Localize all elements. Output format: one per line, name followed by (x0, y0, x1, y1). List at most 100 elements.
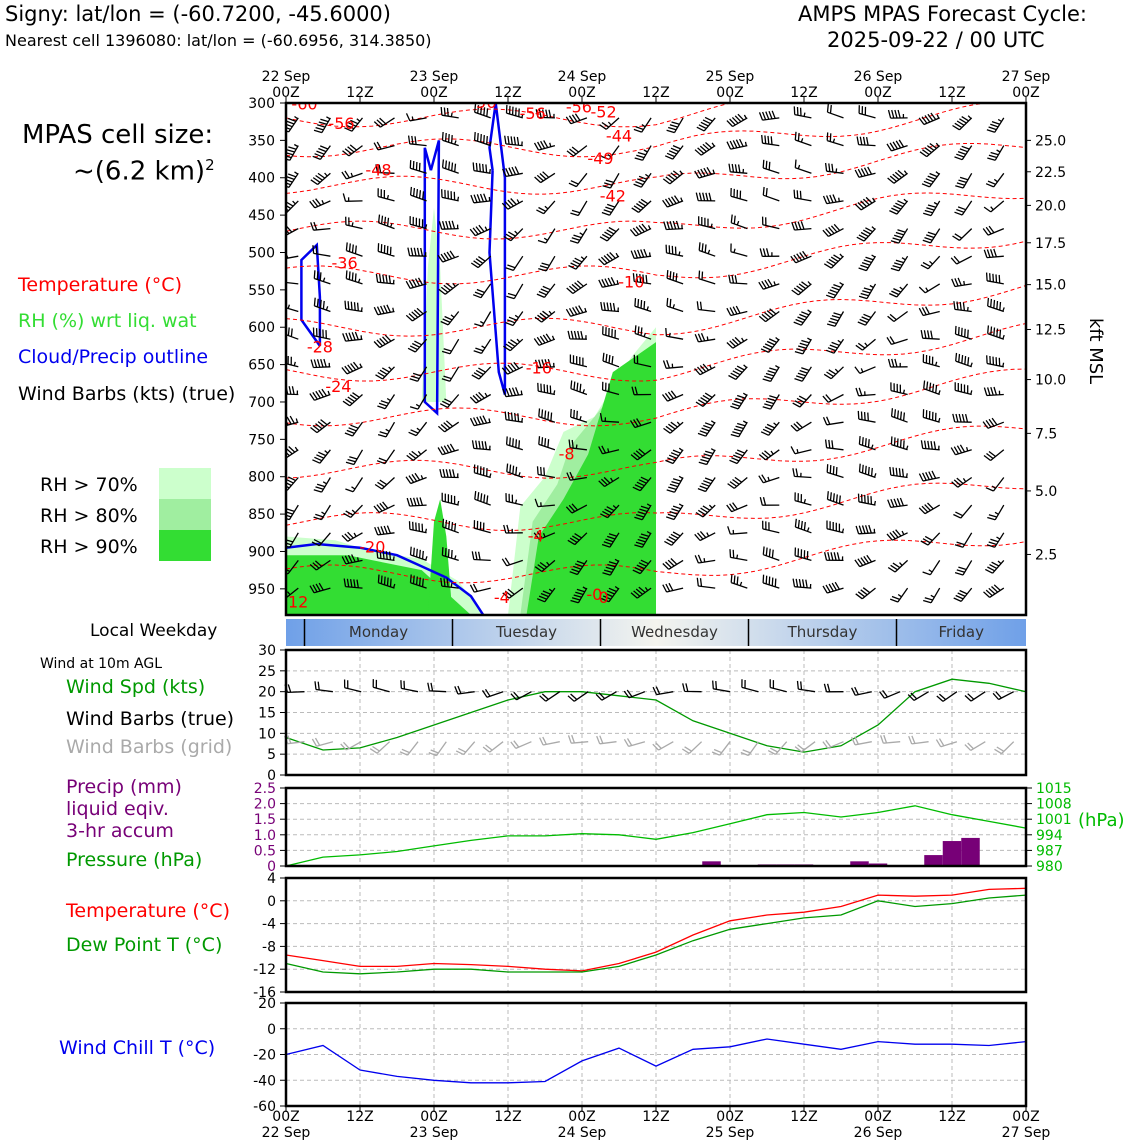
kft-label: 17.5 (1035, 236, 1066, 252)
legend-rh80-swatch (159, 499, 211, 530)
cycle-title: AMPS MPAS Forecast Cycle: (798, 2, 1087, 26)
wind-barb (567, 734, 589, 744)
temp-label: -0 (586, 585, 602, 604)
wind-barb (662, 195, 684, 208)
wind-barb (694, 142, 716, 156)
pressure-label: 850 (248, 507, 275, 523)
wind-barb (794, 131, 812, 147)
temp-contour (286, 103, 991, 158)
wind-barb (824, 162, 844, 174)
wind-barb (662, 359, 684, 369)
y-label: 10 (258, 726, 276, 742)
wind-barb (569, 354, 588, 368)
temp-label: -20 (359, 538, 385, 557)
wind-barb (918, 306, 940, 317)
y-label: 20 (258, 996, 276, 1012)
wind-barb (409, 160, 427, 174)
wind-barb (440, 577, 459, 589)
wind-barb (761, 134, 780, 147)
time-label: 12Z (642, 85, 669, 101)
wind-barb (407, 135, 427, 147)
temp-label: -49 (587, 149, 613, 168)
wind-barb (598, 445, 620, 455)
pressure-label: 750 (248, 432, 275, 448)
wind-barb (986, 117, 1005, 133)
weekday-bar: Monday Tuesday Wednesday Thursday Friday (286, 619, 1026, 646)
y-label: 4 (267, 871, 276, 887)
wind-barb (441, 338, 460, 355)
wind-barb (286, 587, 299, 599)
wind-barb (758, 308, 780, 323)
wind-barb (794, 518, 812, 534)
legend-wind: Wind Barbs (kts) (true) (18, 383, 236, 405)
wind-barb (822, 393, 844, 403)
precip-label-2: liquid eqiv. (66, 798, 169, 820)
wind-barb (727, 526, 748, 535)
temp-label: -12 (282, 592, 308, 611)
wind-barb (855, 338, 876, 351)
temp-label: -24 (325, 377, 351, 396)
pressure-label: 300 (248, 96, 275, 112)
temp-label: -48 (365, 160, 391, 179)
wind-barb (409, 574, 427, 589)
wind-barb (952, 413, 972, 423)
wind-barb (566, 471, 588, 481)
legend-rh90-label: RH > 90% (40, 536, 138, 558)
panel-frame (284, 876, 1028, 994)
bottom-date-label: 23 Sep (410, 1125, 459, 1140)
wind-barb (602, 172, 620, 189)
wind-barb (340, 741, 362, 751)
wind-barb (794, 159, 812, 174)
wind-barb (922, 354, 940, 368)
wind-barb (408, 421, 428, 437)
weekday-name: Monday (349, 623, 408, 641)
y-label: 5 (267, 747, 276, 763)
wind-barb (536, 200, 556, 215)
y-label: -12 (253, 962, 276, 978)
wind-barb (503, 524, 523, 534)
wind-barb (623, 689, 646, 699)
pressure-label: 950 (248, 582, 275, 598)
wind-barb (599, 412, 620, 423)
wind-barb (712, 680, 731, 693)
wind-barb (987, 145, 1005, 161)
wind-barb (312, 327, 331, 340)
wind-barb (441, 492, 460, 506)
wind-barb (441, 159, 459, 174)
wind-barb (983, 584, 1005, 598)
wind-barb (922, 560, 941, 576)
wind-barb (343, 578, 363, 589)
wind-barb (632, 476, 652, 492)
wind-barb (482, 741, 504, 753)
wind-barb (567, 691, 589, 702)
legend-rh: RH (%) wrt liq. wat (18, 310, 197, 332)
wind-barb (886, 529, 908, 541)
wind-barb (728, 274, 748, 285)
wind-barb (374, 477, 395, 490)
date-label: 22 Sep (262, 69, 311, 85)
temp-contour (286, 482, 1026, 532)
wind-barb (501, 557, 524, 567)
wind-barb (312, 245, 331, 257)
wind-barb (407, 338, 428, 353)
wind-chill-panel: 20 0 -20 -40 -60 (253, 996, 1028, 1115)
legend-rh90-swatch (159, 530, 211, 561)
wind-barb (694, 333, 716, 343)
legend-rh80-label: RH > 80% (40, 505, 138, 527)
wind-barb (345, 242, 363, 257)
wind-barb (310, 221, 331, 231)
wind-barb (506, 283, 524, 300)
precip-bar (961, 837, 980, 866)
wind-barb (954, 325, 972, 340)
time-label: 00Z (1012, 85, 1039, 101)
pressure-tick-label: 980 (1036, 859, 1063, 875)
wind-barb (964, 741, 986, 751)
wind-barb (634, 503, 652, 521)
wind-barb (682, 683, 702, 693)
wind-barb (950, 255, 972, 265)
wind-barb (936, 691, 958, 702)
y-label: -4 (262, 917, 276, 933)
wind-barb (726, 305, 748, 317)
wind-barb (790, 446, 812, 455)
